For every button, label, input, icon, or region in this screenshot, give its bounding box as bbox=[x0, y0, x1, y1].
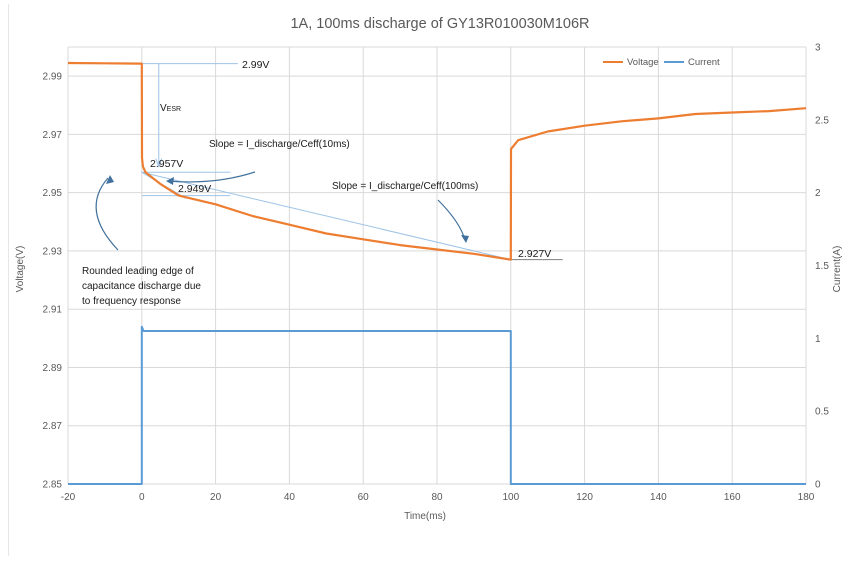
annotations: 2.99V VESR 2.957V 2.949V 2.927V Slope = … bbox=[82, 59, 551, 307]
series-lines bbox=[67, 61, 807, 485]
series-line-current bbox=[68, 325, 806, 485]
annotation-leading-edge-line-2: capacitance discharge due bbox=[82, 281, 201, 292]
series-line-voltage bbox=[67, 61, 807, 261]
x-tick-label: 60 bbox=[358, 492, 370, 503]
slope-10ms-arrow-head bbox=[166, 177, 174, 185]
legend: Voltage Current bbox=[603, 57, 720, 68]
x-axis-ticks: -20 0 20 40 60 80 100 120 140 160 180 bbox=[61, 492, 815, 503]
y2-tick-label: 1 bbox=[815, 334, 821, 345]
y2-axis-label: Current(A) bbox=[832, 246, 843, 293]
y2-tick-label: 0.5 bbox=[815, 407, 829, 418]
y-tick-label: 2.99 bbox=[43, 72, 63, 83]
annotation-lines bbox=[95, 63, 563, 261]
annotation-v-esr-sub: ESR bbox=[167, 106, 181, 113]
y2-tick-label: 1.5 bbox=[815, 261, 829, 272]
annotation-after-esr-voltage: 2.957V bbox=[150, 158, 183, 170]
annotation-v-esr-main: V bbox=[160, 103, 167, 114]
annotation-v-esr: VESR bbox=[160, 103, 181, 114]
annotation-leading-edge-line-1: Rounded leading edge of bbox=[82, 266, 194, 277]
y-axis-label: Voltage(V) bbox=[15, 246, 26, 293]
slope-100ms-arrow bbox=[437, 199, 466, 241]
annotation-slope-10ms: Slope = I_discharge/Ceff(10ms) bbox=[209, 139, 350, 150]
y2-tick-label: 2.5 bbox=[815, 115, 829, 126]
x-tick-label: -20 bbox=[61, 492, 76, 503]
slope-100ms-line bbox=[141, 171, 511, 261]
x-tick-label: 100 bbox=[502, 492, 519, 503]
leading-edge-arrow-head bbox=[106, 175, 114, 184]
y2-tick-label: 0 bbox=[815, 480, 821, 491]
chart-frame bbox=[8, 4, 844, 556]
slope-100ms-arrow-head bbox=[461, 235, 469, 243]
x-tick-label: 40 bbox=[284, 492, 296, 503]
y-tick-label: 2.93 bbox=[43, 246, 63, 257]
annotation-slope-100ms: Slope = I_discharge/Ceff(100ms) bbox=[332, 181, 478, 192]
x-tick-label: 180 bbox=[798, 492, 815, 503]
x-tick-label: 80 bbox=[431, 492, 443, 503]
legend-current-label: Current bbox=[688, 57, 720, 68]
x-tick-label: 140 bbox=[650, 492, 667, 503]
y-tick-label: 2.95 bbox=[43, 188, 63, 199]
leading-edge-arrow bbox=[95, 177, 119, 251]
slope-10ms-arrow bbox=[167, 171, 256, 183]
y-tick-label: 2.97 bbox=[43, 130, 63, 141]
y-tick-label: 2.85 bbox=[43, 480, 63, 491]
annotation-end-voltage: 2.927V bbox=[518, 248, 551, 260]
y-tick-label: 2.91 bbox=[43, 305, 63, 316]
y-tick-label: 2.89 bbox=[43, 363, 63, 374]
y-axis-ticks: 2.85 2.87 2.89 2.91 2.93 2.95 2.97 2.99 bbox=[43, 72, 63, 491]
y2-tick-label: 3 bbox=[815, 43, 821, 54]
v-esr-arrow-head bbox=[155, 158, 163, 168]
legend-voltage-label: Voltage bbox=[627, 57, 659, 68]
y-tick-label: 2.87 bbox=[43, 421, 63, 432]
y2-tick-label: 2 bbox=[815, 188, 821, 199]
x-tick-label: 20 bbox=[210, 492, 222, 503]
x-tick-label: 120 bbox=[576, 492, 593, 503]
x-axis-label: Time(ms) bbox=[404, 511, 446, 522]
y2-axis-ticks: 0 0.5 1 1.5 2 2.5 3 bbox=[815, 43, 829, 491]
x-tick-label: 0 bbox=[139, 492, 145, 503]
grid-lines bbox=[67, 46, 807, 485]
annotation-leading-edge-line-3: to frequency response bbox=[82, 296, 181, 307]
annotation-10ms-voltage: 2.949V bbox=[178, 183, 211, 195]
annotation-start-voltage: 2.99V bbox=[242, 59, 269, 71]
x-tick-label: 160 bbox=[724, 492, 741, 503]
chart-title: 1A, 100ms discharge of GY13R010030M106R bbox=[290, 16, 589, 32]
